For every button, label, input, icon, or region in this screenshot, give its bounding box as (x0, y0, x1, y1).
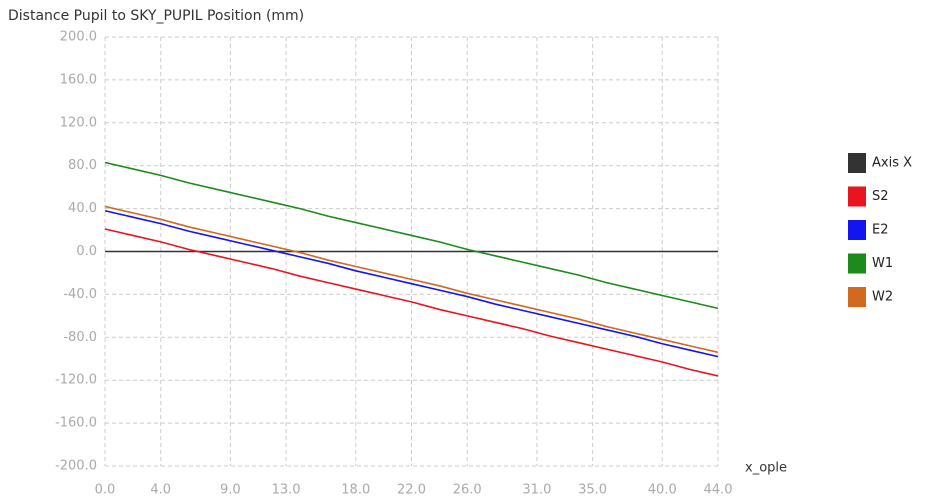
y-tick-label: 160.0 (60, 72, 97, 87)
x-tick-label: 44.0 (704, 483, 733, 498)
y-tick-label: 80.0 (68, 158, 97, 173)
legend-label: Axis X (872, 156, 912, 171)
x-tick-label: 31.0 (522, 483, 551, 498)
x-tick-label: 40.0 (648, 483, 677, 498)
x-tick-label: 4.0 (150, 483, 171, 498)
x-tick-label: 9.0 (220, 483, 241, 498)
x-tick-label: 26.0 (453, 483, 482, 498)
series-line (104, 209, 719, 358)
y-tick-label: -80.0 (63, 330, 97, 345)
y-tick-label: -120.0 (55, 373, 97, 388)
y-tick-label: -40.0 (63, 287, 97, 302)
chart-title: Distance Pupil to SKY_PUPIL Position (mm… (8, 8, 304, 24)
legend-label: W2 (872, 290, 893, 305)
x-tick-label: 35.0 (578, 483, 607, 498)
x-axis-label: x_ople (745, 461, 787, 476)
legend-swatch (848, 253, 866, 274)
y-tick-label: 0.0 (76, 244, 97, 259)
y-tick-label: -200.0 (55, 459, 97, 474)
series-line (104, 161, 719, 310)
legend-label: S2 (872, 189, 889, 204)
series-line (104, 228, 719, 377)
y-tick-label: -160.0 (55, 416, 97, 431)
legend-label: W1 (872, 256, 893, 271)
legend-swatch (848, 153, 866, 173)
x-tick-label: 22.0 (397, 483, 426, 498)
series-line (104, 205, 719, 354)
legend-label: E2 (872, 223, 889, 238)
x-tick-label: 13.0 (272, 483, 301, 498)
y-tick-label: 40.0 (68, 201, 97, 216)
x-tick-label: 0.0 (95, 483, 116, 498)
y-tick-label: 200.0 (60, 30, 97, 45)
legend-swatch (848, 186, 866, 207)
legend-swatch (848, 220, 866, 240)
legend-swatch (848, 287, 866, 307)
y-tick-label: 120.0 (60, 115, 97, 130)
x-tick-label: 18.0 (341, 483, 370, 498)
